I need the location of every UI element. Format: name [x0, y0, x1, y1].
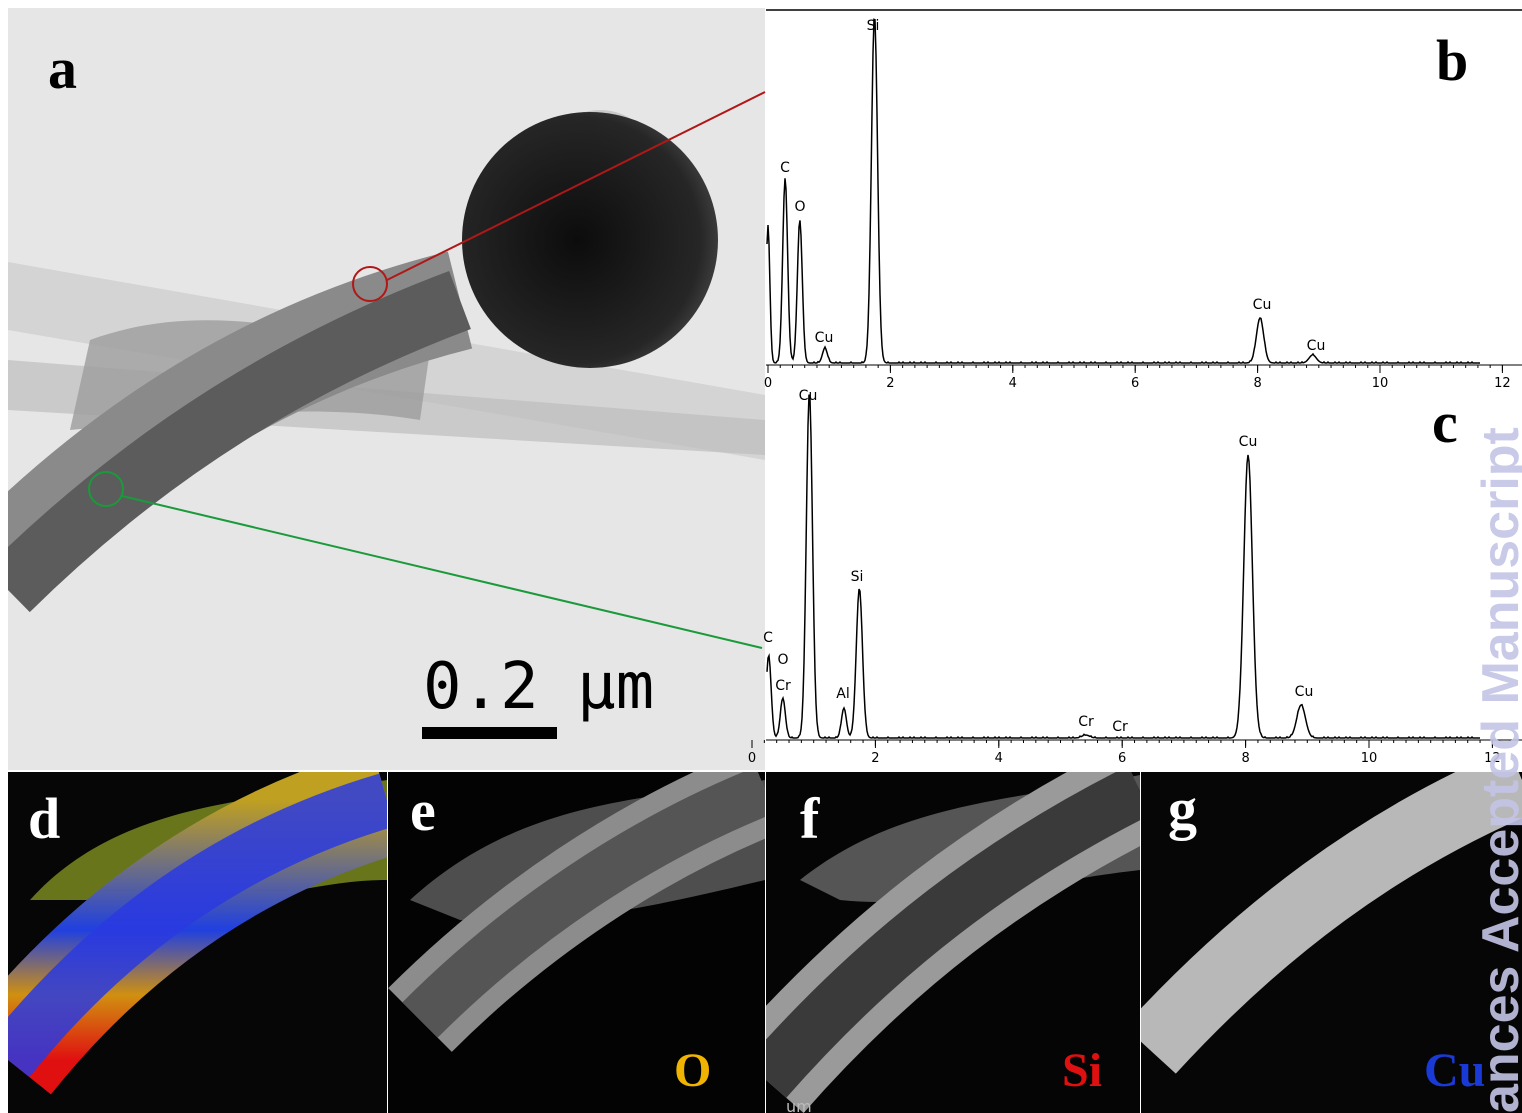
scale-bar-label: 0.2 µm [423, 650, 654, 724]
x-tick-label: 2 [886, 376, 894, 391]
peak-label: Si [851, 569, 864, 585]
peak-label: Cu [1307, 338, 1326, 354]
x-tick-label: 0 [748, 751, 756, 766]
watermark: ances Accepted Manuscript [1472, 427, 1522, 1113]
map-scale-text: um [786, 1097, 812, 1113]
x-tick-label: 4 [995, 751, 1003, 766]
x-tick-label: 2 [871, 751, 879, 766]
peak-label: Al [836, 686, 849, 702]
x-tick-label: 8 [1241, 751, 1249, 766]
spectrum-b [766, 8, 1522, 385]
x-tick-label: 8 [1253, 376, 1261, 391]
peak-label: Cr [775, 678, 791, 694]
peak-label: O [794, 199, 805, 215]
peak-label: Si [867, 18, 880, 34]
x-tick-label: 12 [1494, 376, 1511, 391]
x-tick-label: 4 [1009, 376, 1017, 391]
figure: a 0.2 µm b c d e f g O Si Cu um 0 2 4 6 8 10 1… [0, 0, 1522, 1113]
element-label: O [674, 1044, 711, 1097]
panel-label: c [1432, 390, 1458, 455]
peak-label: Cu [815, 330, 834, 346]
panel-label: d [28, 786, 60, 851]
peak-label: Cr [1112, 719, 1128, 735]
panel-label: b [1436, 28, 1468, 93]
peak-label: C [763, 630, 773, 646]
x-tick-label: 6 [1131, 376, 1139, 391]
panel-label: a [48, 36, 77, 101]
panel-label: e [410, 778, 436, 843]
element-label: Si [1062, 1044, 1102, 1097]
x-tick-label: 0 [764, 376, 772, 391]
panel-label: f [800, 786, 820, 851]
scale-bar [422, 727, 557, 739]
peak-label: Cr [1078, 714, 1094, 730]
peak-label: Cu [1295, 684, 1314, 700]
map-d [8, 772, 387, 1113]
peak-label: C [780, 160, 790, 176]
peak-label: Cu [1239, 434, 1258, 450]
x-tick-label: 10 [1372, 376, 1389, 391]
spectrum-c [766, 386, 1522, 770]
peak-label: Cu [799, 388, 818, 404]
panel-label: g [1168, 776, 1197, 841]
peak-label: Cu [1253, 297, 1272, 313]
peak-label: O [777, 652, 788, 668]
x-tick-label: 6 [1118, 751, 1126, 766]
x-tick-label: 10 [1361, 751, 1378, 766]
